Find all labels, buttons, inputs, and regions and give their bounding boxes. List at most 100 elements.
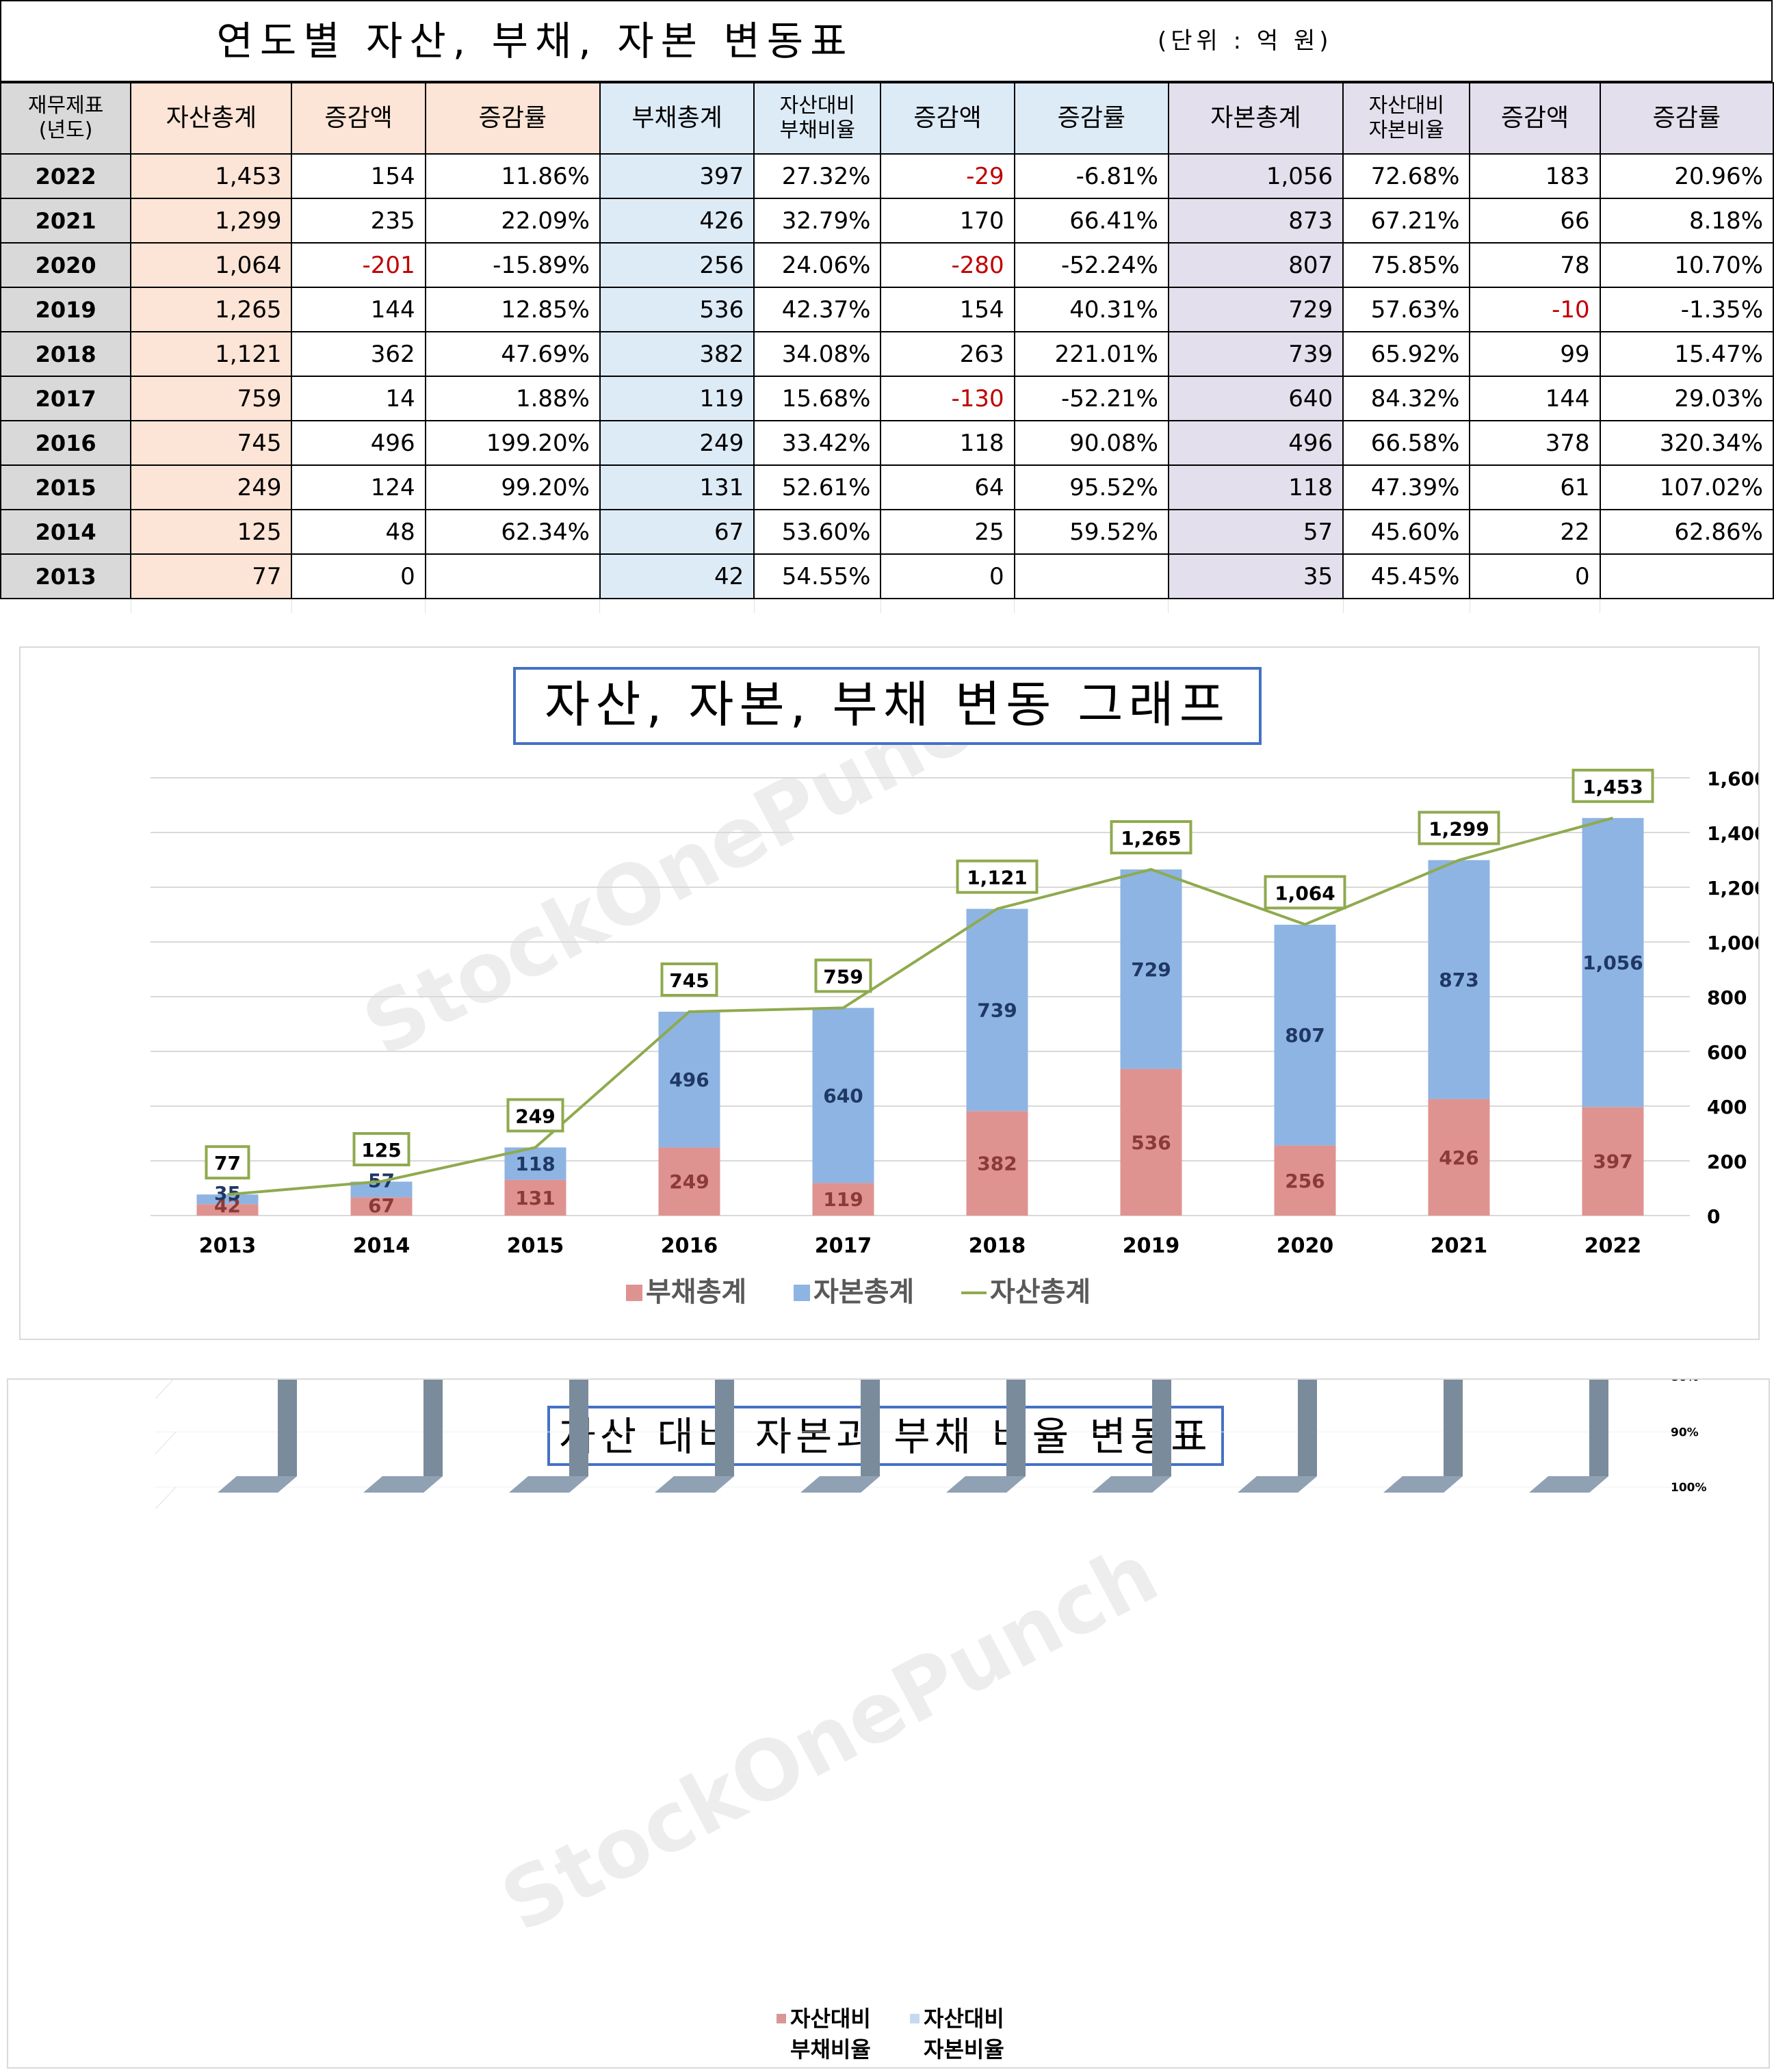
legend-label-equity-ratio-line1: 자산대비	[924, 2006, 1004, 2032]
header-equity-change: 증감액	[1469, 82, 1601, 155]
asset-label-box	[1110, 820, 1192, 854]
cell-equity-rate: 62.86%	[1599, 509, 1774, 555]
equity-ratio-side	[1444, 1105, 1463, 1493]
cell-asset-rate: -15.89%	[424, 242, 601, 288]
legend-label-liab-ratio-line1: 자산대비	[790, 2006, 871, 2032]
cell-equity-rate: 29.03%	[1599, 376, 1774, 421]
cell-equity-ratio: 66.58%	[1342, 420, 1471, 466]
equity-bar	[966, 908, 1028, 1112]
cell-equity-rate: 15.47%	[1599, 331, 1774, 377]
y-tick-label: 1,600	[1707, 768, 1758, 790]
cell-asset-change: 235	[291, 198, 426, 244]
asset-label-box	[352, 1132, 410, 1166]
x-tick-label: 2021	[1431, 1234, 1488, 1258]
x-tick-label: 2014	[353, 1234, 410, 1258]
liab-bar	[1274, 1145, 1336, 1216]
cell-equity-change: 144	[1469, 376, 1601, 421]
cell-asset-total: 1,299	[130, 198, 293, 244]
cell-liab-change: 154	[880, 287, 1015, 332]
bar-top	[946, 1476, 1026, 1493]
x-tick-label: 2020	[1277, 1234, 1334, 1258]
cell-liab-change: 25	[880, 509, 1015, 555]
asset-label-box	[1418, 811, 1500, 845]
y-tick-label: 90%	[1671, 1426, 1699, 1439]
depth-tick	[155, 1486, 177, 1510]
cell-liab-rate: 95.52%	[1013, 464, 1169, 510]
cell-liab-rate: 221.01%	[1013, 331, 1169, 377]
equity-value-label: 807	[1285, 1024, 1325, 1047]
cell-equity-ratio: 47.39%	[1342, 464, 1471, 510]
cell-liab-change: 263	[880, 331, 1015, 377]
financial-table-section: 연도별 자산, 부채, 자본 변동표 (단위 : 억 원) 재무제표 (년도) 자…	[0, 0, 1774, 636]
x-tick-label: 2019	[1123, 1234, 1180, 1258]
cell-asset-rate: 199.20%	[424, 420, 601, 466]
header-liab-ratio: 자산대비 부채비율	[753, 82, 882, 155]
table-row: 2016 745 496 199.20% 249 33.42% 118 90.08% 496 66…	[0, 420, 1774, 466]
unit-label: (단위 : 억 원)	[1158, 27, 1333, 55]
cell-equity-total: 873	[1167, 198, 1344, 244]
liab-bar	[966, 1111, 1028, 1216]
table-row: 2013 77 0 42 54.55% 0 35 45.45% 0	[0, 553, 1774, 599]
liab-bar	[1428, 1099, 1490, 1216]
cell-asset-total: 745	[130, 420, 293, 466]
cell-asset-change: 14	[291, 376, 426, 421]
y-tick-label: 800	[1707, 986, 1747, 1009]
cell-equity-total: 57	[1167, 509, 1344, 555]
cell-liab-rate: -52.24%	[1013, 242, 1169, 288]
x-tick-label: 2013	[199, 1234, 257, 1258]
bar-top	[363, 1476, 443, 1493]
equity-ratio-side	[569, 1214, 588, 1493]
asset-label-box	[814, 958, 872, 993]
cell-liab-change: 0	[880, 553, 1015, 599]
cell-liab-rate: -52.21%	[1013, 376, 1169, 421]
asset-label-box	[205, 1145, 250, 1180]
cell-liab-ratio: 15.68%	[753, 376, 882, 421]
cell-equity-ratio: 84.32%	[1342, 376, 1471, 421]
empty-cell	[1014, 599, 1169, 613]
empty-cell	[1168, 599, 1344, 613]
depth-tick	[155, 1431, 177, 1454]
cell-liab-rate: 59.52%	[1013, 509, 1169, 555]
watermark: StockOnePunch	[487, 1526, 1173, 1951]
cell-equity-ratio: 67.21%	[1342, 198, 1471, 244]
header-liab-rate: 증감률	[1013, 82, 1169, 155]
header-asset-total: 자산총계	[130, 82, 293, 155]
cell-asset-rate: 12.85%	[424, 287, 601, 332]
y-tick-label: 200	[1707, 1151, 1747, 1173]
equity-ratio-side	[715, 1108, 734, 1493]
chart-title-box	[547, 1406, 1224, 1466]
cell-equity-total: 118	[1167, 464, 1344, 510]
empty-cell	[1600, 599, 1773, 613]
cell-year: 2013	[0, 553, 132, 599]
equity-ratio-side	[1298, 1057, 1317, 1493]
liab-bar	[812, 1183, 874, 1216]
cell-liab-change: -280	[880, 242, 1015, 288]
equity-value-label: 729	[1131, 958, 1171, 981]
cell-equity-total: 729	[1167, 287, 1344, 332]
bar-top	[1238, 1476, 1317, 1493]
legend-swatch-liab	[626, 1285, 642, 1301]
cell-liab-ratio: 32.79%	[753, 198, 882, 244]
liab-value-label: 397	[1593, 1151, 1632, 1173]
table-title: 연도별 자산, 부채, 자본 변동표	[216, 18, 854, 64]
financial-table: 재무제표 (년도) 자산총계 증감액 증감률 부채총계 자산대비 부채비율 증감액 …	[0, 82, 1774, 613]
liab-bar	[658, 1147, 720, 1216]
empty-cell	[754, 599, 881, 613]
table-row: 2015 249 124 99.20% 131 52.61% 64 95.52% 118 47.3…	[0, 464, 1774, 510]
equity-value-label: 739	[977, 999, 1017, 1021]
chart-title: 자산 대비 자본과 부채 비율 변동표	[559, 1413, 1211, 1460]
liab-value-label: 119	[823, 1188, 863, 1211]
table-row: 2018 1,121 362 47.69% 382 34.08% 263 221.01% 739…	[0, 331, 1774, 377]
cell-liab-ratio: 27.32%	[753, 153, 882, 199]
liab-value-label: 249	[669, 1170, 709, 1193]
table-row: 2022 1,453 154 11.86% 397 27.32% -29 -6.81% 1,05…	[0, 153, 1774, 199]
empty-cell	[425, 599, 601, 613]
cell-year: 2014	[0, 509, 132, 555]
y-tick-label: 400	[1707, 1096, 1747, 1118]
cell-asset-total: 1,064	[130, 242, 293, 288]
x-tick-label: 2017	[815, 1234, 872, 1258]
liab-value-label: 382	[977, 1153, 1017, 1175]
cell-equity-ratio: 65.92%	[1342, 331, 1471, 377]
cell-asset-total: 1,453	[130, 153, 293, 199]
